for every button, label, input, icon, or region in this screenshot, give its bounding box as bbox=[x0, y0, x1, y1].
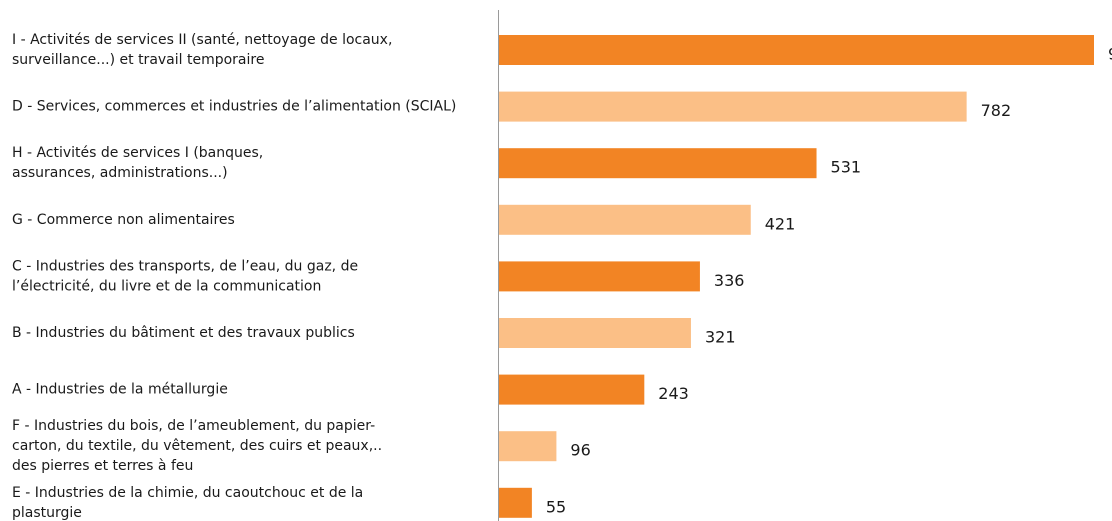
bar bbox=[499, 204, 751, 235]
bar bbox=[499, 318, 691, 348]
category-label: F - Industries du bois, de l’ameublement… bbox=[12, 418, 375, 434]
value-label: 531 bbox=[831, 158, 862, 177]
category-label: des pierres et terres à feu bbox=[12, 458, 193, 474]
value-label: 96 bbox=[570, 441, 590, 460]
value-label: 321 bbox=[705, 328, 736, 347]
bar bbox=[499, 91, 967, 122]
category-label: C - Industries des transports, de l’eau,… bbox=[12, 258, 358, 274]
category-label: G - Commerce non alimentaires bbox=[12, 212, 235, 228]
category-label: H - Activités de services I (banques, bbox=[12, 145, 263, 161]
value-label: 55 bbox=[546, 497, 566, 516]
category-label: carton, du textile, du vêtement, des cui… bbox=[12, 438, 382, 454]
category-label: l’électricité, du livre et de la communi… bbox=[12, 278, 321, 294]
category-label: D - Services, commerces et industries de… bbox=[12, 99, 456, 115]
bar bbox=[499, 374, 645, 405]
value-label: 243 bbox=[658, 384, 689, 403]
category-label: E - Industries de la chimie, du caoutcho… bbox=[12, 485, 363, 501]
category-label: I - Activités de services II (santé, net… bbox=[12, 32, 392, 48]
category-label: surveillance...) et travail temporaire bbox=[12, 52, 264, 68]
category-label: assurances, administrations...) bbox=[12, 165, 228, 181]
bar bbox=[499, 148, 817, 179]
value-label: 421 bbox=[765, 214, 796, 233]
value-label: 336 bbox=[714, 271, 745, 290]
value-label: 782 bbox=[981, 101, 1012, 120]
bar bbox=[499, 261, 700, 292]
category-label: B - Industries du bâtiment et des travau… bbox=[12, 325, 355, 341]
value-label: 995 bbox=[1108, 45, 1112, 64]
category-label: plasturgie bbox=[12, 505, 82, 521]
bar bbox=[499, 487, 532, 518]
category-label: A - Industries de la métallurgie bbox=[12, 382, 228, 398]
bar bbox=[499, 431, 557, 462]
bar bbox=[499, 35, 1094, 65]
